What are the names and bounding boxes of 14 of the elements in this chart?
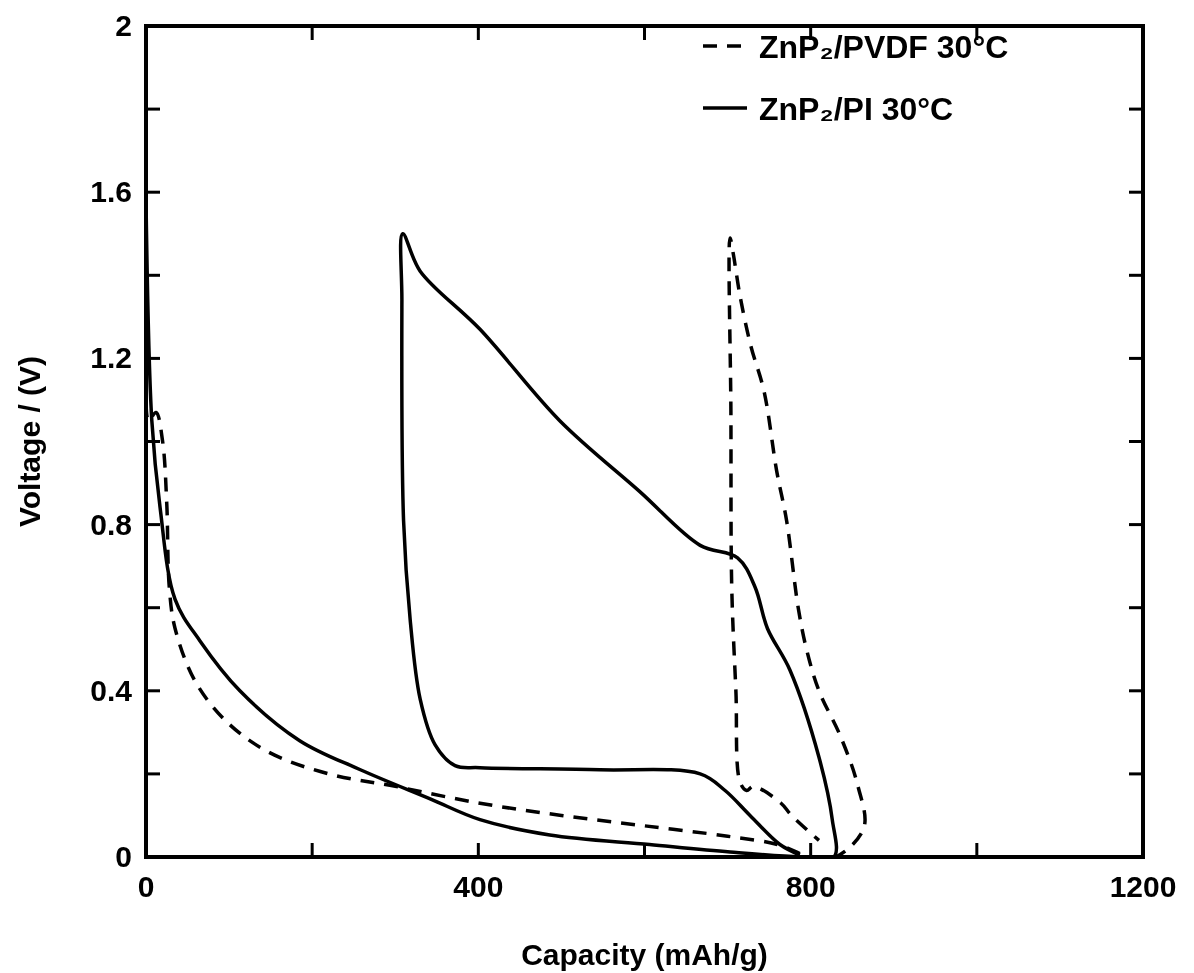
y-tick-label: 2	[115, 9, 132, 42]
y-tick-label: 1.2	[90, 341, 132, 375]
x-tick-label: 1200	[1109, 870, 1177, 903]
x-tick-label: 800	[785, 870, 836, 903]
y-tick-label: 0	[115, 840, 132, 873]
y-tick-label: 0.4	[90, 673, 133, 707]
legend-label: ZnP₂/PVDF 30°C	[759, 29, 1009, 65]
x-tick-label: 0	[137, 870, 155, 903]
y-axis-title: Voltage / (V)	[13, 355, 46, 528]
x-axis-title: Capacity (mAh/g)	[521, 938, 768, 971]
x-tick-label: 400	[453, 870, 504, 903]
y-tick-label: 0.8	[90, 507, 132, 541]
y-tick-label: 1.6	[90, 175, 132, 209]
legend-label: ZnP₂/PI 30°C	[759, 91, 954, 127]
